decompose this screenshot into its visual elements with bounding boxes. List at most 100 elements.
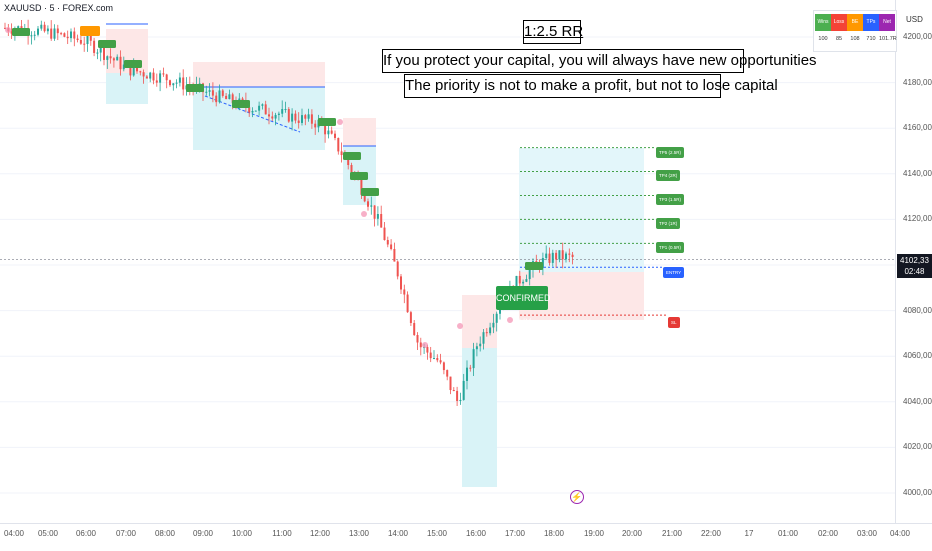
signal-dot bbox=[337, 119, 343, 125]
candle-body bbox=[79, 39, 82, 44]
candle-body bbox=[314, 123, 317, 128]
currency-label[interactable]: USD bbox=[906, 15, 923, 24]
candle-body bbox=[132, 65, 135, 76]
candle-body bbox=[268, 114, 270, 117]
confirmed-buy-label: CONFIRMED BUY bbox=[496, 286, 551, 327]
trade-zone bbox=[343, 118, 376, 146]
time-tick-label: 11:00 bbox=[272, 529, 292, 538]
candle-body bbox=[53, 28, 56, 39]
tp-hit-marker bbox=[232, 100, 250, 108]
price-tick-label: 4140,00 bbox=[903, 168, 932, 178]
current-price-badge: 4102,33 02:48 bbox=[897, 254, 932, 278]
candle-body bbox=[33, 34, 36, 36]
candle-body bbox=[528, 269, 531, 280]
candle-body bbox=[307, 114, 310, 119]
be-marker bbox=[80, 26, 100, 36]
candle-body bbox=[96, 52, 99, 54]
candle-body bbox=[419, 342, 422, 348]
candle-body bbox=[535, 261, 538, 263]
candle-body bbox=[241, 98, 244, 101]
tp4-label: TP4 (2R) bbox=[656, 170, 681, 181]
candle-body bbox=[340, 151, 343, 156]
price-tick-label: 4000,00 bbox=[903, 488, 932, 497]
candle-body bbox=[145, 76, 148, 79]
time-tick-label: 20:00 bbox=[621, 529, 643, 538]
candle-body bbox=[373, 205, 376, 219]
candle-body bbox=[165, 74, 168, 81]
candle-body bbox=[363, 194, 366, 202]
candle-body bbox=[386, 240, 389, 245]
candle-body bbox=[492, 322, 495, 328]
price-tick-label: 4080,00 bbox=[903, 305, 932, 315]
candle-body bbox=[231, 94, 234, 104]
price-tick-label: 4040,00 bbox=[903, 396, 932, 406]
tp-hit-marker bbox=[12, 28, 30, 36]
candle-body bbox=[211, 90, 214, 96]
signal-dot bbox=[507, 317, 513, 323]
price-tick-label: 4020,00 bbox=[903, 442, 932, 452]
candle-body bbox=[416, 335, 419, 343]
candle-body bbox=[376, 214, 379, 219]
time-tick-label: 17 bbox=[744, 529, 754, 538]
candle-body bbox=[515, 275, 518, 294]
tp-hit-marker bbox=[350, 172, 368, 180]
candle-body bbox=[380, 214, 383, 228]
candle-body bbox=[393, 249, 396, 262]
time-tick-label: 05:00 bbox=[37, 529, 59, 538]
price-tick-label: 4180,00 bbox=[903, 77, 932, 87]
time-tick-label: 15:00 bbox=[426, 529, 448, 538]
time-tick-label: 12:00 bbox=[309, 529, 331, 538]
candle-body bbox=[169, 80, 171, 86]
candle-body bbox=[56, 28, 59, 34]
time-axis[interactable] bbox=[0, 523, 932, 551]
time-tick-label: 18:00 bbox=[543, 529, 565, 538]
candle-body bbox=[456, 390, 459, 401]
candle-body bbox=[310, 114, 313, 124]
candle-body bbox=[442, 362, 445, 371]
candle-body bbox=[221, 90, 224, 96]
candle-body bbox=[119, 56, 122, 70]
time-tick-label: 10:00 bbox=[231, 529, 253, 538]
candle-body bbox=[403, 289, 406, 295]
candle-body bbox=[449, 376, 452, 391]
candle-body bbox=[40, 24, 43, 29]
candle-body bbox=[76, 38, 79, 40]
candle-body bbox=[525, 279, 528, 282]
time-tick-label: 13:00 bbox=[348, 529, 370, 538]
price-tick-label: 4060,00 bbox=[903, 351, 932, 361]
candle-body bbox=[271, 116, 274, 119]
candle-body bbox=[485, 332, 488, 334]
candle-body bbox=[350, 165, 353, 173]
trade-zone bbox=[519, 148, 644, 272]
tp-hit-marker bbox=[361, 188, 379, 196]
tp-hit-marker bbox=[343, 152, 361, 160]
candle-body bbox=[258, 105, 261, 111]
sl-label: SL bbox=[668, 317, 680, 328]
candle-body bbox=[390, 244, 393, 250]
bar-countdown: 02:48 bbox=[904, 267, 925, 276]
symbol-title[interactable]: XAUUSD · 5 · FOREX.com bbox=[4, 3, 114, 13]
trade-zone bbox=[193, 62, 325, 87]
candle-body bbox=[208, 90, 211, 92]
candle-body bbox=[360, 179, 363, 195]
candle-body bbox=[162, 73, 165, 75]
tp5-label: TP5 (2.5R) bbox=[656, 147, 685, 158]
candle-body bbox=[367, 201, 369, 207]
candle-body bbox=[561, 250, 564, 260]
candle-body bbox=[93, 40, 96, 53]
candle-body bbox=[178, 77, 181, 83]
candle-body bbox=[482, 332, 485, 344]
candle-body bbox=[89, 35, 92, 41]
candle-body bbox=[522, 281, 525, 284]
candle-body bbox=[571, 254, 574, 258]
candle-body bbox=[112, 58, 115, 61]
time-tick-label: 04:00 bbox=[889, 529, 911, 538]
candle-body bbox=[4, 27, 6, 29]
candle-body bbox=[129, 64, 132, 76]
candle-body bbox=[347, 157, 350, 166]
candle-body bbox=[142, 72, 145, 77]
candle-body bbox=[277, 113, 280, 115]
lightning-icon[interactable]: ⚡ bbox=[570, 490, 584, 504]
tp-hit-marker bbox=[318, 118, 336, 126]
